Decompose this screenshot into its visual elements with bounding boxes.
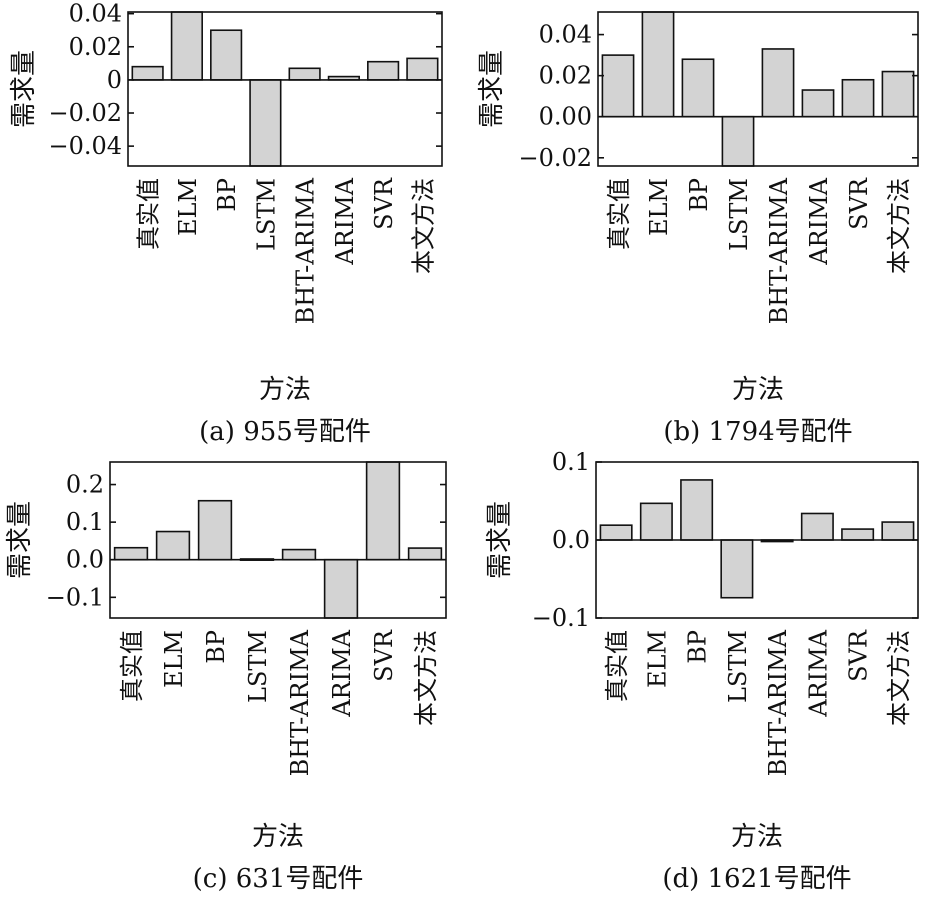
x-tick-label: SVR: [845, 629, 873, 682]
chart-panel: 0.2 0.1 0.0 −0.1 真实值 ELM BP LSTM BHT-ARIMA ARIMA S…: [5, 461, 447, 894]
y-tick-label: 0.2: [66, 471, 104, 499]
x-tick-label: 真实值: [118, 630, 146, 702]
y-axis-label: 需求量: [9, 50, 39, 128]
plot-frame: [109, 461, 447, 619]
x-tick-label: LSTM: [244, 630, 272, 703]
bar: [406, 57, 439, 81]
plot-frame: [597, 11, 919, 167]
y-tick-label: −0.04: [48, 132, 122, 160]
x-tick-label: 本文方法: [885, 178, 913, 274]
y-tick-label: 0.0: [66, 546, 104, 574]
bar: [721, 115, 755, 167]
bar: [131, 65, 164, 81]
y-tick-label: 0.04: [69, 0, 122, 28]
x-tick-label: SVR: [370, 629, 398, 682]
bar: [367, 60, 400, 81]
x-tick-label: BHT-ARIMA: [764, 629, 792, 776]
x-tick-label: 真实值: [605, 178, 633, 250]
bar: [720, 539, 754, 599]
x-tick-label: 本文方法: [885, 630, 913, 726]
bar: [681, 58, 715, 118]
bar: [113, 546, 149, 561]
x-tick-label: ELM: [645, 178, 673, 236]
bar: [881, 70, 915, 118]
x-tick-label: ARIMA: [804, 629, 832, 717]
bar: [841, 78, 875, 118]
bar: [197, 499, 233, 561]
x-tick-label: 本文方法: [409, 178, 437, 274]
bar: [170, 11, 203, 81]
y-tick-label: −0.02: [518, 144, 592, 172]
bar: [323, 558, 359, 619]
y-tick-label: −0.02: [48, 99, 122, 127]
bar: [210, 29, 243, 81]
chart-caption: (a) 955号配件: [199, 417, 371, 447]
x-tick-label: ARIMA: [331, 177, 359, 265]
y-axis-label: 需求量: [477, 50, 507, 128]
bar: [800, 512, 834, 541]
x-axis-label: 方法: [259, 375, 311, 405]
x-axis-label: 方法: [732, 375, 784, 405]
bar: [288, 67, 321, 81]
bar: [365, 461, 401, 561]
bar: [881, 521, 915, 541]
x-tick-label: LSTM: [725, 178, 753, 251]
x-tick-label: BP: [202, 630, 230, 664]
bar: [761, 48, 795, 118]
y-tick-label: 0.1: [66, 508, 104, 536]
bar: [155, 530, 191, 561]
x-tick-label: ARIMA: [805, 177, 833, 265]
y-tick-label: 0.04: [539, 21, 592, 49]
bar: [680, 479, 714, 541]
bar: [281, 548, 317, 561]
y-axis-label: 需求量: [485, 501, 515, 579]
x-tick-label: LSTM: [252, 178, 280, 251]
bar: [639, 502, 673, 541]
y-tick-label: 0: [107, 66, 122, 94]
bar: [601, 54, 635, 118]
x-tick-label: SVR: [370, 177, 398, 230]
y-tick-label: 0.00: [539, 103, 592, 131]
bar: [599, 524, 633, 541]
x-tick-label: BP: [684, 630, 712, 664]
x-tick-label: ELM: [643, 630, 671, 688]
y-axis-label: 需求量: [5, 501, 35, 579]
bar: [801, 89, 835, 118]
x-tick-label: 真实值: [603, 630, 631, 702]
bar: [407, 547, 443, 561]
plot-frame: [127, 11, 443, 167]
x-tick-label: ELM: [160, 630, 188, 688]
x-tick-label: BP: [213, 178, 241, 212]
x-tick-label: LSTM: [724, 630, 752, 703]
chart-panel: 0.1 0.0 −0.1 真实值 ELM BP LSTM BHT-ARIMA ARIMA SVR 本…: [485, 448, 919, 894]
chart-caption: (d) 1621号配件: [662, 864, 851, 894]
chart-panel: 0.04 0.02 0.00 −0.02 真实值 ELM BP LSTM BHT-ARIMA AR…: [477, 11, 919, 447]
x-tick-label: BHT-ARIMA: [765, 177, 793, 324]
x-axis-label: 方法: [731, 822, 783, 852]
x-tick-label: BHT-ARIMA: [292, 177, 320, 324]
y-tick-label: 0.02: [69, 33, 122, 61]
x-axis-label: 方法: [252, 822, 304, 852]
x-tick-label: BHT-ARIMA: [286, 629, 314, 776]
chart-caption: (c) 631号配件: [193, 864, 364, 894]
chart-panel: 0.04 0.02 0 −0.02 −0.04 真实值 ELM BP LSTM BHT-ARIMA…: [9, 0, 443, 447]
y-tick-label: 0.02: [539, 62, 592, 90]
bar: [841, 528, 875, 541]
x-tick-label: 本文方法: [412, 630, 440, 726]
x-tick-label: 真实值: [135, 178, 163, 250]
y-tick-label: −0.1: [46, 583, 104, 611]
bar: [641, 11, 675, 118]
x-tick-label: ARIMA: [328, 629, 356, 717]
y-tick-label: −0.1: [532, 604, 590, 632]
x-tick-label: BP: [685, 178, 713, 212]
x-tick-label: ELM: [174, 178, 202, 236]
y-tick-label: 0.1: [552, 448, 590, 476]
bar: [249, 79, 282, 167]
y-tick-label: 0.0: [552, 526, 590, 554]
chart-caption: (b) 1794号配件: [663, 417, 852, 447]
x-tick-label: SVR: [845, 177, 873, 230]
